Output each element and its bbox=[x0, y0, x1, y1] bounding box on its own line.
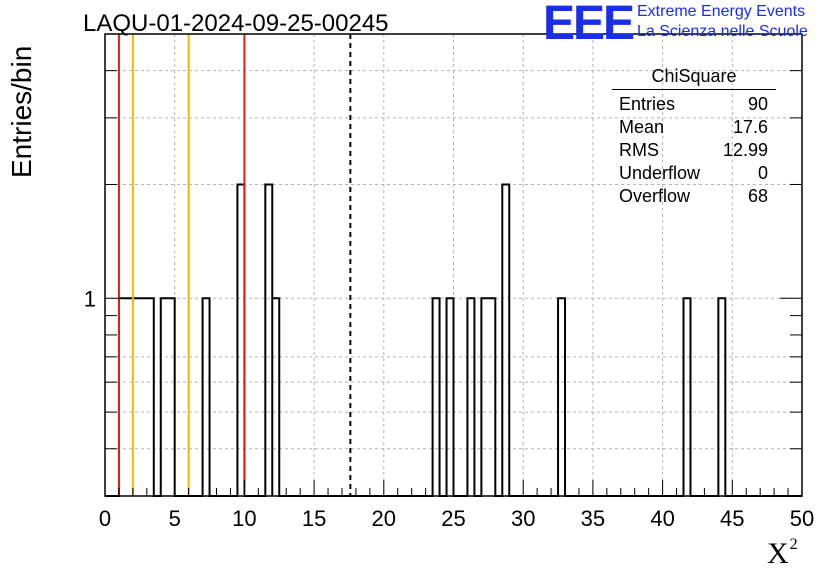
x-tick-label: 45 bbox=[720, 506, 744, 531]
x-tick-label: 15 bbox=[302, 506, 326, 531]
histogram-bin bbox=[467, 298, 474, 496]
x-tick-label: 20 bbox=[372, 506, 396, 531]
stats-row-rms: RMS 12.99 bbox=[612, 139, 776, 162]
stats-value: 68 bbox=[747, 186, 768, 206]
stats-row-underflow: Underflow 0 bbox=[612, 162, 776, 185]
histogram-bin bbox=[502, 184, 509, 496]
x-tick-label: 35 bbox=[581, 506, 605, 531]
stats-label: Overflow bbox=[619, 186, 691, 206]
stats-label: RMS bbox=[619, 140, 659, 160]
histogram-bin bbox=[161, 298, 175, 496]
x-axis-label: X2 bbox=[767, 536, 798, 571]
x-tick-label: 25 bbox=[441, 506, 465, 531]
histogram-outline bbox=[105, 183, 802, 497]
stats-label: Underflow bbox=[619, 163, 701, 183]
histogram-bin bbox=[447, 298, 454, 496]
y-axis-label: Entries/bin bbox=[6, 45, 37, 178]
histogram-bin bbox=[203, 298, 210, 496]
histogram-bin bbox=[119, 298, 154, 496]
x-tick-label: 5 bbox=[169, 506, 181, 531]
stats-row-entries: Entries 90 bbox=[612, 93, 776, 116]
stats-box: ChiSquare Entries 90 Mean 17.6 RMS 12.99 Un… bbox=[612, 66, 776, 208]
histogram-bin bbox=[433, 298, 440, 496]
x-tick-label: 50 bbox=[790, 506, 814, 531]
histogram-bin bbox=[237, 184, 244, 496]
x-tick-label: 0 bbox=[99, 506, 111, 531]
histogram-bin bbox=[272, 298, 279, 496]
stats-row-overflow: Overflow 68 bbox=[612, 185, 776, 208]
logo-line-2: La Scienza nelle Scuole bbox=[637, 23, 808, 40]
stats-value: 12.99 bbox=[722, 140, 768, 160]
eee-logo-text: Extreme Energy Events La Scienza nelle S… bbox=[637, 2, 808, 42]
stats-label: Entries bbox=[619, 94, 676, 114]
histogram-bin bbox=[265, 184, 272, 496]
histogram-bin bbox=[718, 298, 725, 496]
logo-line-1: Extreme Energy Events bbox=[637, 3, 806, 20]
histogram-bin bbox=[684, 298, 691, 496]
x-tick-label: 10 bbox=[232, 506, 256, 531]
stats-row-mean: Mean 17.6 bbox=[612, 116, 776, 139]
histogram-bin bbox=[558, 298, 565, 496]
x-tick-label: 30 bbox=[511, 506, 535, 531]
stats-value: 17.6 bbox=[732, 117, 768, 137]
histogram-bin bbox=[481, 298, 495, 496]
chart-title: LAQU-01-2024-09-25-00245 bbox=[83, 10, 389, 37]
x-tick-label: 40 bbox=[650, 506, 674, 531]
x-axis-label-text: X bbox=[767, 537, 789, 570]
stats-value: 90 bbox=[747, 94, 768, 114]
stats-label: Mean bbox=[619, 117, 665, 137]
y-tick-label: 1 bbox=[84, 286, 96, 311]
stats-value: 0 bbox=[757, 163, 768, 183]
stats-title: ChiSquare bbox=[612, 66, 776, 90]
x-axis-label-superscript: 2 bbox=[789, 536, 798, 553]
eee-logo: EEE bbox=[543, 0, 635, 50]
